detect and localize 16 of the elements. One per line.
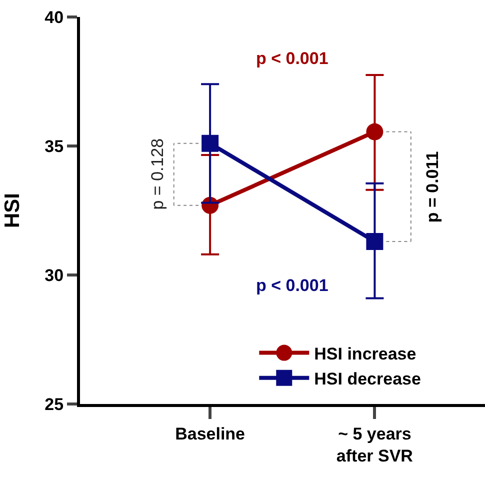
annotation: p = 0.011 xyxy=(423,151,442,223)
y-tick-label: 40 xyxy=(44,8,64,27)
legend-label: HSI decrease xyxy=(314,370,421,389)
y-tick-label: 30 xyxy=(44,266,64,285)
annotation: p < 0.001 xyxy=(256,49,328,68)
point xyxy=(366,232,384,250)
y-tick-label: 25 xyxy=(44,394,64,414)
x-tick-label: Baseline xyxy=(175,424,246,444)
annotation: p = 0.128 xyxy=(148,138,167,210)
x-tick-label: ~ 5 years after SVR xyxy=(336,424,413,466)
legend-label: HSI increase xyxy=(314,344,416,364)
y-tick-label: 35 xyxy=(44,136,64,156)
annotation: p < 0.001 xyxy=(256,276,328,295)
point xyxy=(366,123,384,140)
y-axis-title: HSI xyxy=(0,192,24,228)
point xyxy=(202,134,219,152)
